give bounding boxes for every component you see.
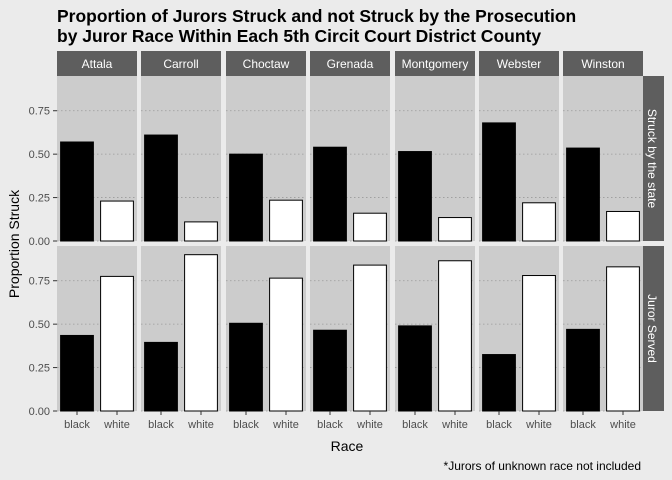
strip-label-montgomery: Montgomery <box>402 57 469 71</box>
bar-montgomery-struck-by-the-state-black <box>398 151 432 242</box>
strip-winston <box>563 51 643 76</box>
row-strip-juror-served <box>640 246 664 411</box>
bar-montgomery-struck-by-the-state-white <box>438 217 472 242</box>
bar-carroll-struck-by-the-state-white <box>184 221 218 242</box>
bar-choctaw-struck-by-the-state-black <box>229 153 263 242</box>
bar-carroll-juror-served-white <box>184 254 218 412</box>
chart-caption: *Jurors of unknown race not included <box>444 459 641 473</box>
bar-montgomery-juror-served-black <box>398 325 432 412</box>
chart-title-line-2: by Juror Race Within Each 5th Circit Cou… <box>57 26 541 46</box>
bar-attala-juror-served-white <box>100 275 134 412</box>
strip-montgomery <box>395 51 475 76</box>
bar-grenada-struck-by-the-state-black <box>313 146 347 242</box>
bar-choctaw-struck-by-the-state-white <box>269 199 303 242</box>
x-tick-label-white: white <box>609 419 636 431</box>
strip-label-winston: Winston <box>581 57 624 71</box>
panel-grid: Attala Carroll Choctaw Grenada Montgomery Web… <box>29 51 664 431</box>
bar-webster-juror-served-black <box>482 354 516 412</box>
strip-label-webster: Webster <box>497 57 541 71</box>
x-tick-label-white: white <box>356 419 383 431</box>
x-tick-label-white: white <box>103 419 130 431</box>
row-strip-struck-by-the-state <box>640 76 664 241</box>
strip-label-grenada: Grenada <box>327 57 374 71</box>
strip-label-carroll: Carroll <box>163 57 198 71</box>
y-axis-title: Proportion Struck <box>6 189 22 298</box>
bar-attala-struck-by-the-state-black <box>60 141 94 242</box>
strip-label-choctaw: Choctaw <box>243 57 290 71</box>
bar-winston-struck-by-the-state-black <box>566 147 600 242</box>
bar-webster-struck-by-the-state-black <box>482 122 516 242</box>
bar-winston-struck-by-the-state-white <box>606 210 640 242</box>
strip-webster <box>479 51 559 76</box>
strip-attala <box>57 51 137 76</box>
x-tick-label-black: black <box>148 419 174 431</box>
x-tick-label-black: black <box>402 419 428 431</box>
strip-label-attala: Attala <box>82 57 113 71</box>
y-tick-label: 0.50 <box>29 149 50 161</box>
x-tick-label-white: white <box>441 419 468 431</box>
x-tick-label-black: black <box>317 419 343 431</box>
row-strip-label-struck-by-the-state: Struck by the state <box>645 109 659 209</box>
bar-choctaw-juror-served-black <box>229 322 263 412</box>
y-tick-label: 0.75 <box>29 106 50 118</box>
y-tick-label: 0.25 <box>29 363 50 375</box>
bar-grenada-struck-by-the-state-white <box>353 212 387 242</box>
bar-attala-struck-by-the-state-white <box>100 200 134 242</box>
row-strip-label-juror-served: Juror Served <box>645 294 659 363</box>
x-tick-label-white: white <box>187 419 214 431</box>
bar-webster-juror-served-white <box>522 275 556 412</box>
bar-montgomery-juror-served-white <box>438 260 472 412</box>
y-tick-label: 0.00 <box>29 406 50 418</box>
x-tick-label-black: black <box>64 419 90 431</box>
x-tick-label-black: black <box>486 419 512 431</box>
y-tick-label: 0.75 <box>29 276 50 288</box>
x-axis-title: Race <box>331 438 364 454</box>
bar-winston-juror-served-white <box>606 266 640 412</box>
bar-webster-struck-by-the-state-white <box>522 202 556 242</box>
x-tick-label-white: white <box>525 419 552 431</box>
x-tick-label-black: black <box>570 419 596 431</box>
bar-carroll-juror-served-black <box>144 341 178 412</box>
y-tick-label: 0.50 <box>29 319 50 331</box>
bar-winston-juror-served-black <box>566 328 600 412</box>
strip-choctaw <box>226 51 306 76</box>
strip-grenada <box>310 51 390 76</box>
y-tick-label: 0.25 <box>29 193 50 205</box>
strip-carroll <box>141 51 221 76</box>
x-tick-label-white: white <box>272 419 299 431</box>
bar-carroll-struck-by-the-state-black <box>144 134 178 242</box>
bar-grenada-juror-served-black <box>313 329 347 412</box>
bar-attala-juror-served-black <box>60 334 94 412</box>
y-tick-label: 0.00 <box>29 236 50 248</box>
bar-choctaw-juror-served-white <box>269 277 303 412</box>
bar-grenada-juror-served-white <box>353 264 387 412</box>
x-tick-label-black: black <box>233 419 259 431</box>
chart-title-line-1: Proportion of Jurors Struck and not Stru… <box>57 6 576 26</box>
